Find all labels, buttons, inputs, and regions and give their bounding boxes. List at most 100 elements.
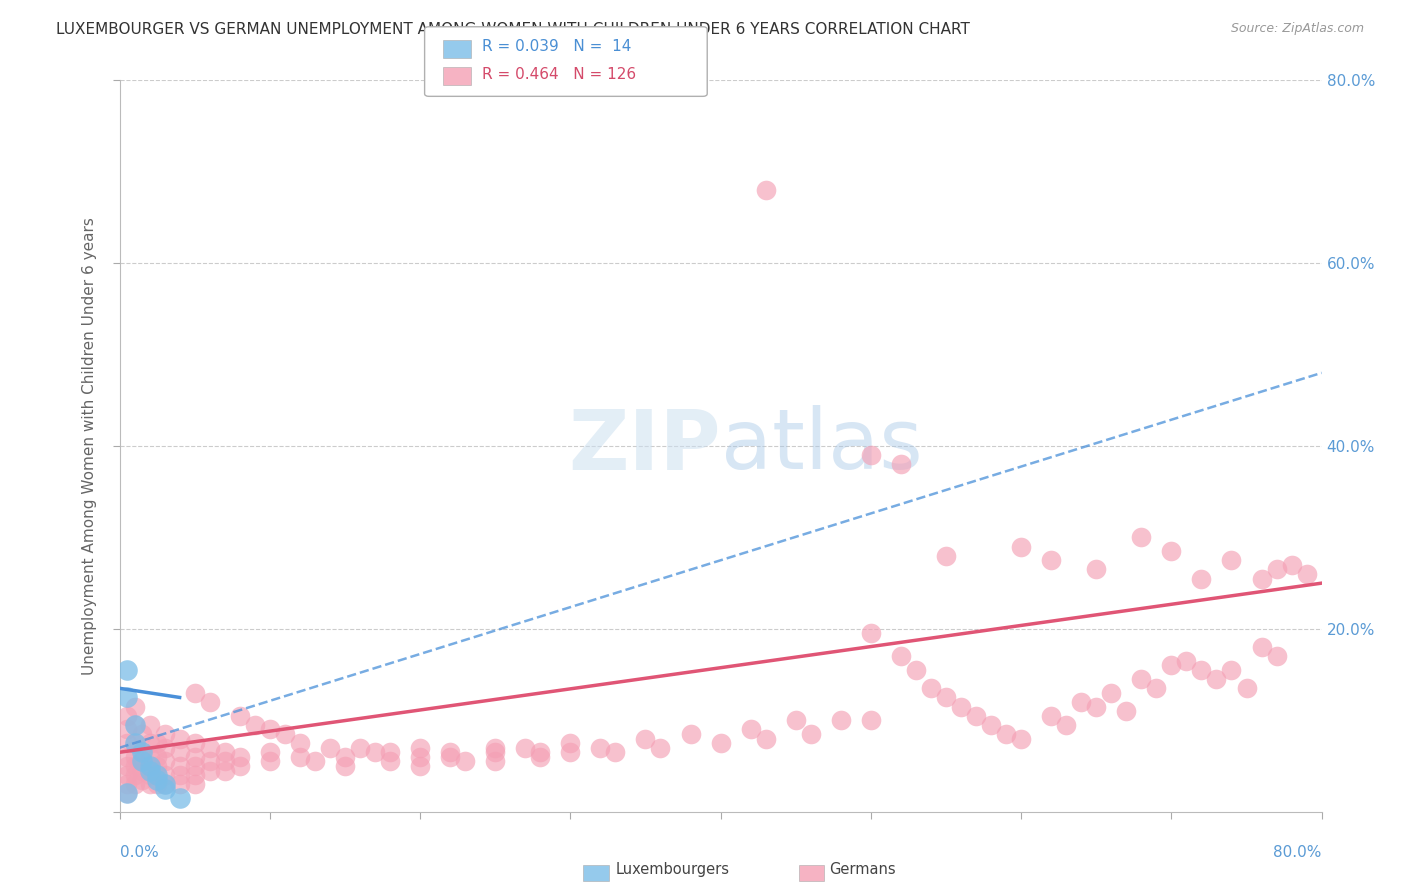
Point — [146, 768, 169, 782]
Point — [214, 755, 236, 769]
Point — [904, 663, 927, 677]
Point — [830, 714, 852, 728]
Point — [153, 727, 176, 741]
Point — [349, 740, 371, 755]
Point — [634, 731, 657, 746]
Point — [153, 755, 176, 769]
Point — [146, 772, 169, 787]
Point — [115, 690, 138, 705]
Point — [1281, 558, 1303, 572]
Point — [755, 731, 778, 746]
Point — [288, 749, 311, 764]
Text: 0.0%: 0.0% — [120, 845, 159, 860]
Point — [138, 736, 160, 750]
Point — [124, 777, 146, 791]
Point — [890, 649, 912, 664]
Point — [740, 723, 762, 737]
Text: atlas: atlas — [720, 406, 922, 486]
Point — [800, 727, 823, 741]
Point — [153, 768, 176, 782]
Point — [1189, 572, 1212, 586]
Point — [1265, 562, 1288, 576]
Point — [115, 723, 138, 737]
Point — [228, 708, 252, 723]
Point — [529, 749, 551, 764]
Point — [378, 745, 401, 759]
Point — [1130, 530, 1153, 544]
Point — [965, 708, 987, 723]
Y-axis label: Unemployment Among Women with Children Under 6 years: Unemployment Among Women with Children U… — [82, 217, 97, 675]
Point — [131, 755, 153, 769]
Point — [589, 740, 612, 755]
Point — [115, 708, 138, 723]
Point — [1220, 553, 1243, 567]
Point — [169, 745, 191, 759]
Point — [183, 736, 205, 750]
Point — [859, 714, 882, 728]
Point — [1265, 649, 1288, 664]
Point — [409, 740, 432, 755]
Point — [146, 749, 169, 764]
Point — [409, 759, 432, 773]
Point — [115, 777, 138, 791]
Point — [124, 718, 146, 732]
Point — [333, 759, 356, 773]
Point — [1054, 718, 1077, 732]
Point — [138, 768, 160, 782]
Point — [169, 759, 191, 773]
Point — [115, 768, 138, 782]
Point — [935, 549, 957, 563]
Point — [138, 759, 160, 773]
Point — [198, 764, 221, 778]
Point — [183, 686, 205, 700]
Point — [124, 768, 146, 782]
Point — [1250, 640, 1272, 655]
Point — [153, 777, 176, 791]
Point — [859, 448, 882, 462]
Point — [124, 759, 146, 773]
Point — [138, 764, 160, 778]
Point — [138, 759, 160, 773]
Point — [333, 749, 356, 764]
Point — [288, 736, 311, 750]
Point — [146, 768, 169, 782]
Point — [228, 749, 252, 764]
Point — [183, 759, 205, 773]
Text: Luxembourgers: Luxembourgers — [616, 863, 730, 877]
Point — [183, 749, 205, 764]
Point — [1010, 731, 1032, 746]
Point — [115, 749, 138, 764]
Point — [439, 749, 461, 764]
Point — [679, 727, 702, 741]
Point — [1160, 544, 1182, 558]
Point — [1175, 654, 1198, 668]
Point — [1220, 663, 1243, 677]
Text: 80.0%: 80.0% — [1274, 845, 1322, 860]
Point — [515, 740, 537, 755]
Point — [1205, 672, 1227, 686]
Point — [1085, 699, 1108, 714]
Text: Germans: Germans — [830, 863, 896, 877]
Point — [243, 718, 266, 732]
Point — [605, 745, 627, 759]
Point — [364, 745, 387, 759]
Point — [454, 755, 477, 769]
Point — [131, 764, 153, 778]
Point — [1010, 540, 1032, 554]
Point — [378, 755, 401, 769]
Point — [146, 736, 169, 750]
Point — [560, 745, 582, 759]
Point — [115, 759, 138, 773]
Point — [131, 727, 153, 741]
Point — [980, 718, 1002, 732]
Point — [124, 736, 146, 750]
Point — [1040, 553, 1063, 567]
Point — [560, 736, 582, 750]
Point — [1160, 658, 1182, 673]
Point — [950, 699, 973, 714]
Point — [228, 759, 252, 773]
Point — [935, 690, 957, 705]
Point — [153, 740, 176, 755]
Point — [439, 745, 461, 759]
Point — [785, 714, 807, 728]
